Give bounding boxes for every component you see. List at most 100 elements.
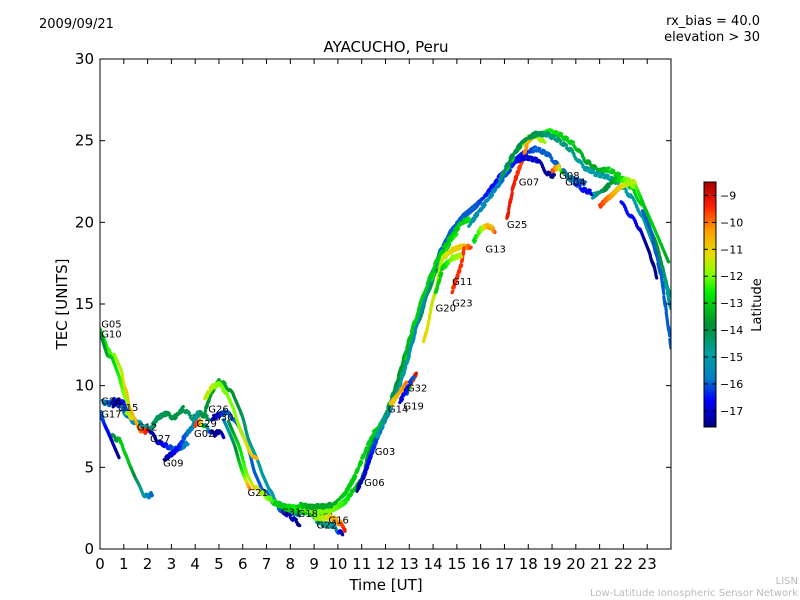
trace-segment xyxy=(172,451,177,456)
trace-segment xyxy=(518,164,523,170)
satellite-label-g27: G27 xyxy=(150,434,170,445)
trace-segment xyxy=(162,410,168,415)
y-tick-label: 25 xyxy=(75,132,94,150)
trace-segment xyxy=(425,278,431,285)
chart-title: AYACUCHO, Peru xyxy=(323,38,449,56)
trace-segment xyxy=(365,465,370,472)
trace-segment xyxy=(394,394,399,400)
trace-layer xyxy=(100,127,671,537)
trace-segment xyxy=(222,381,227,386)
trace-segment xyxy=(204,403,209,410)
trace-g17 xyxy=(100,410,154,500)
date-label: 2009/09/21 xyxy=(39,17,114,32)
trace-segment xyxy=(366,459,372,466)
trace-segment xyxy=(512,181,517,187)
trace-segment xyxy=(509,191,514,200)
trace-segment xyxy=(256,486,261,492)
trace-segment xyxy=(173,416,178,421)
trace-segment xyxy=(450,289,455,295)
trace-segment xyxy=(509,154,515,160)
trace-segment xyxy=(631,187,637,193)
trace-g07 xyxy=(467,154,557,228)
trace-segment xyxy=(187,429,192,435)
trace-segment xyxy=(594,166,599,172)
x-tick-label: 22 xyxy=(614,555,633,573)
trace-segment xyxy=(496,182,502,189)
satellite-label-g30: G30 xyxy=(213,413,233,424)
satellite-label-g14: G14 xyxy=(388,405,408,416)
trace-segment xyxy=(616,171,622,176)
trace-segment xyxy=(385,408,390,416)
trace-g17b xyxy=(100,415,121,460)
trace-segment xyxy=(527,133,533,138)
trace-segment xyxy=(362,450,367,457)
trace-segment xyxy=(474,204,479,210)
trace-segment xyxy=(379,423,384,430)
trace-segment xyxy=(511,161,517,167)
trace-segment xyxy=(388,406,394,413)
trace-segment xyxy=(558,131,564,136)
trace-segment xyxy=(576,182,582,188)
trace-segment xyxy=(120,372,125,379)
trace-segment xyxy=(623,186,628,192)
trace-segment xyxy=(399,397,405,403)
trace-segment xyxy=(471,207,477,212)
trace-segment xyxy=(457,215,463,221)
y-tick-label: 5 xyxy=(84,458,94,476)
trace-segment xyxy=(532,134,537,139)
trace-segment xyxy=(602,185,608,190)
trace-segment xyxy=(611,176,616,182)
trace-segment xyxy=(377,421,383,427)
trace-segment xyxy=(167,451,173,456)
trace-segment xyxy=(452,284,457,290)
trace-segment xyxy=(370,432,376,439)
trace-segment xyxy=(507,168,513,174)
trace-segment xyxy=(414,371,419,377)
trace-segment xyxy=(192,413,197,418)
trace-segment xyxy=(520,160,524,165)
x-tick-label: 9 xyxy=(309,555,319,573)
trace-segment xyxy=(395,376,401,384)
trace-segment xyxy=(591,165,596,170)
trace-segment xyxy=(370,449,375,456)
satellite-label-g06: G06 xyxy=(364,478,384,489)
trace-segment xyxy=(239,453,245,461)
trace-segment xyxy=(113,400,118,404)
trace-segment xyxy=(470,216,475,222)
trace-segment xyxy=(150,425,155,430)
trace-segment xyxy=(479,207,484,213)
trace-segment xyxy=(196,414,201,419)
trace-segment xyxy=(663,300,668,313)
trace-segment xyxy=(557,138,563,143)
trace-segment xyxy=(459,263,464,269)
trace-segment xyxy=(590,168,595,173)
trace-g16 xyxy=(312,516,345,537)
trace-segment xyxy=(156,441,162,446)
trace-segment xyxy=(402,385,407,390)
trace-segment xyxy=(367,441,372,447)
trace-segment xyxy=(179,409,184,415)
trace-segment xyxy=(374,439,379,446)
trace-segment xyxy=(356,464,361,471)
trace-segment xyxy=(443,264,448,270)
x-tick-label: 18 xyxy=(519,555,538,573)
trace-segment xyxy=(591,170,597,175)
trace-segment xyxy=(437,277,442,285)
x-tick-label: 0 xyxy=(95,555,105,573)
trace-segment xyxy=(381,418,386,425)
trace-segment xyxy=(207,389,212,395)
trace-segment xyxy=(368,454,373,461)
trace-segment xyxy=(308,513,314,518)
trace-segment xyxy=(416,303,422,311)
trace-segment xyxy=(116,454,121,460)
trace-segment xyxy=(342,528,347,533)
trace-segment xyxy=(498,175,503,182)
trace-segment xyxy=(448,248,453,253)
trace-segment xyxy=(603,187,609,192)
trace-segment xyxy=(446,235,452,241)
trace-segment xyxy=(507,203,512,212)
colorbar-tick-label: −11 xyxy=(720,243,743,256)
trace-segment xyxy=(487,189,493,195)
trace-segment xyxy=(603,196,608,201)
trace-segment xyxy=(125,394,130,401)
